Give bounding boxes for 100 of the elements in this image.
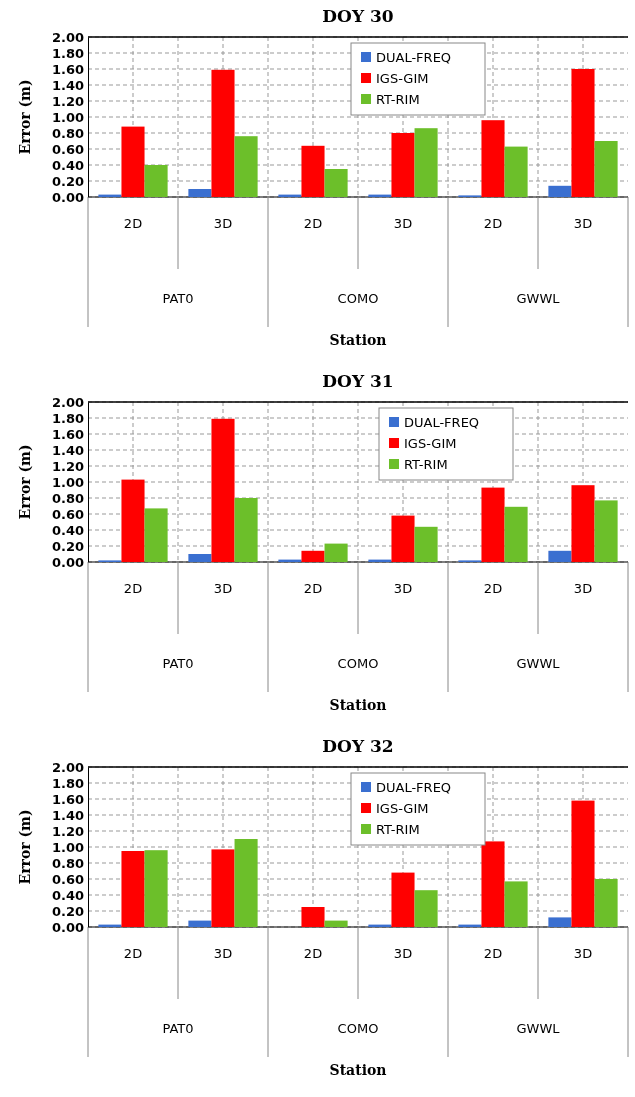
legend-label: DUAL-FREQ bbox=[404, 415, 480, 430]
x-tick-label: 2D bbox=[483, 581, 503, 597]
x-tick-label: 2D bbox=[123, 581, 143, 597]
y-tick-label: 1.80 bbox=[51, 410, 84, 426]
y-tick-label: 1.60 bbox=[51, 426, 84, 442]
bar bbox=[324, 543, 348, 562]
bar bbox=[391, 515, 415, 562]
text: COMO bbox=[337, 291, 379, 306]
bar bbox=[188, 920, 212, 927]
x-axis-title: Station bbox=[329, 697, 387, 713]
x-axis-title: Station bbox=[329, 332, 387, 348]
y-tick-label: 0.40 bbox=[51, 522, 84, 538]
legend-label: RT-RIM bbox=[376, 92, 420, 107]
bar bbox=[144, 165, 168, 197]
chart-title: DOY 32 bbox=[322, 736, 394, 756]
y-tick-label: 0.40 bbox=[51, 887, 84, 903]
bar bbox=[504, 146, 528, 197]
bar bbox=[121, 126, 145, 197]
legend-label: IGS-GIM bbox=[404, 436, 457, 451]
bar bbox=[144, 508, 168, 562]
x-axis-title: Station bbox=[329, 1062, 387, 1078]
y-tick-label: 1.00 bbox=[51, 839, 84, 855]
bar bbox=[211, 69, 235, 197]
y-tick-label: 0.60 bbox=[51, 871, 84, 887]
bar bbox=[571, 485, 595, 562]
x-tick-label: 2D bbox=[303, 581, 323, 597]
y-tick-label: 0.60 bbox=[51, 506, 84, 522]
y-tick-label: 1.00 bbox=[51, 109, 84, 125]
x-tick-label: 3D bbox=[573, 946, 593, 962]
y-tick-label: 0.60 bbox=[51, 141, 84, 157]
text: PAT0 bbox=[162, 656, 194, 671]
text: COMO bbox=[337, 1021, 379, 1036]
x-tick-label: 3D bbox=[573, 581, 593, 597]
y-tick-label: 0.20 bbox=[51, 538, 84, 554]
bar bbox=[188, 189, 212, 197]
y-axis-title: Error (m) bbox=[17, 79, 33, 155]
y-tick-label: 1.40 bbox=[51, 442, 84, 458]
x-tick-label: 3D bbox=[393, 581, 413, 597]
legend-label: RT-RIM bbox=[376, 822, 420, 837]
bar bbox=[324, 920, 348, 927]
y-tick-label: 1.80 bbox=[51, 45, 84, 61]
y-tick-label: 2.00 bbox=[51, 29, 84, 45]
text: GWWL bbox=[516, 656, 561, 671]
x-tick-label: 2D bbox=[123, 216, 143, 232]
y-tick-label: 2.00 bbox=[51, 759, 84, 775]
x-tick-label: 3D bbox=[213, 946, 233, 962]
legend-label: IGS-GIM bbox=[376, 71, 429, 86]
y-tick-label: 1.40 bbox=[51, 77, 84, 93]
bar bbox=[211, 418, 235, 562]
bar bbox=[571, 800, 595, 927]
bar bbox=[481, 841, 505, 927]
bar bbox=[301, 907, 325, 927]
bar bbox=[594, 141, 618, 197]
y-tick-label: 1.80 bbox=[51, 775, 84, 791]
y-tick-label: 1.00 bbox=[51, 474, 84, 490]
x-tick-label: 3D bbox=[213, 581, 233, 597]
bar bbox=[594, 879, 618, 927]
bar bbox=[414, 128, 438, 197]
y-tick-label: 1.40 bbox=[51, 807, 84, 823]
bar bbox=[571, 69, 595, 197]
x-tick-label: 2D bbox=[483, 216, 503, 232]
y-tick-label: 0.80 bbox=[51, 855, 84, 871]
bar bbox=[144, 850, 168, 927]
bar bbox=[301, 145, 325, 197]
text: PAT0 bbox=[162, 291, 194, 306]
y-tick-label: 0.00 bbox=[51, 189, 84, 205]
bar bbox=[504, 881, 528, 927]
bar bbox=[481, 120, 505, 197]
y-tick-label: 2.00 bbox=[51, 394, 84, 410]
y-tick-label: 1.60 bbox=[51, 61, 84, 77]
bar bbox=[301, 550, 325, 562]
bar bbox=[548, 550, 572, 562]
bar bbox=[234, 839, 258, 927]
y-axis-title: Error (m) bbox=[17, 444, 33, 520]
text: GWWL bbox=[516, 291, 561, 306]
y-tick-label: 0.80 bbox=[51, 490, 84, 506]
bar bbox=[504, 506, 528, 562]
bar bbox=[548, 917, 572, 927]
x-tick-label: 3D bbox=[213, 216, 233, 232]
bar bbox=[548, 185, 572, 197]
bar bbox=[481, 487, 505, 562]
text: GWWL bbox=[516, 1021, 561, 1036]
x-tick-label: 3D bbox=[573, 216, 593, 232]
bar bbox=[188, 554, 212, 562]
bar bbox=[121, 479, 145, 562]
bar bbox=[211, 849, 235, 927]
x-tick-label: 3D bbox=[393, 946, 413, 962]
y-tick-label: 0.20 bbox=[51, 903, 84, 919]
bar bbox=[121, 851, 145, 927]
bar bbox=[234, 136, 258, 197]
y-tick-label: 0.40 bbox=[51, 157, 84, 173]
y-tick-label: 1.20 bbox=[51, 93, 84, 109]
bar bbox=[234, 498, 258, 562]
x-tick-label: 2D bbox=[123, 946, 143, 962]
bar bbox=[391, 872, 415, 927]
y-axis-title: Error (m) bbox=[17, 809, 33, 885]
bar bbox=[414, 526, 438, 562]
chart-title: DOY 30 bbox=[322, 6, 394, 26]
x-tick-label: 2D bbox=[303, 946, 323, 962]
bar bbox=[391, 133, 415, 197]
